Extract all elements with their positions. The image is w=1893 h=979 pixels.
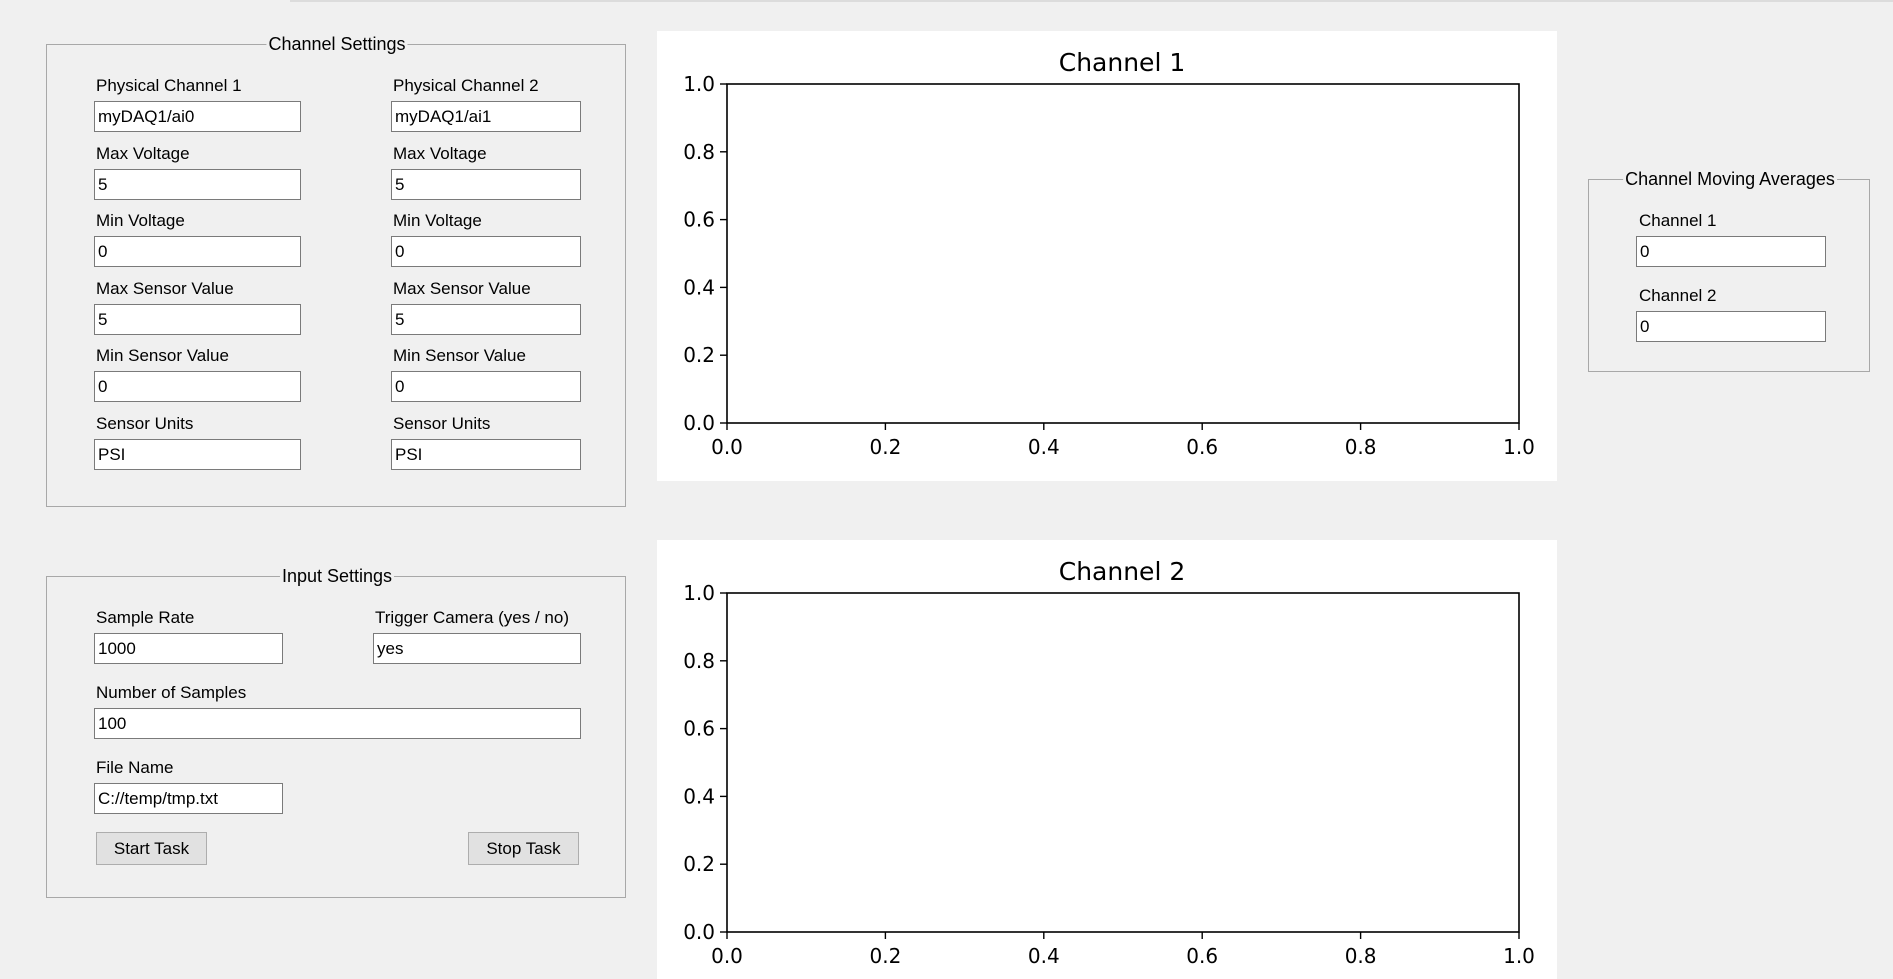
- y-tick-label: 0.2: [683, 343, 715, 367]
- y-tick-label: 0.6: [683, 208, 715, 232]
- y-tick-label: 0.6: [683, 717, 715, 741]
- x-tick-label: 0.4: [1028, 435, 1060, 459]
- max-sensor-2-input[interactable]: 5: [391, 304, 581, 335]
- x-tick-label: 0.6: [1186, 944, 1218, 968]
- min-voltage-2-label: Min Voltage: [393, 211, 482, 230]
- start-task-button[interactable]: Start Task: [96, 832, 207, 865]
- y-tick-label: 0.8: [683, 140, 715, 164]
- min-voltage-1-input[interactable]: 0: [94, 236, 301, 267]
- x-tick-label: 0.8: [1345, 435, 1377, 459]
- moving-averages-title: Channel Moving Averages: [1623, 169, 1837, 189]
- channel-2-plot: Channel 2 0.0 0.2 0.4 0.6 0.8 1.0 0.0 0.2 0.4 0.6…: [657, 540, 1557, 979]
- x-tick-label: 0.0: [711, 435, 743, 459]
- x-tick-label: 0.2: [869, 944, 901, 968]
- channel-1-plot: Channel 1 0.0 0.2 0.4 0.6 0.8 1.0 0.0 0.2 0.4 0.6…: [657, 31, 1557, 481]
- y-tick-label: 1.0: [683, 581, 715, 605]
- min-voltage-2-input[interactable]: 0: [391, 236, 581, 267]
- max-voltage-2-input[interactable]: 5: [391, 169, 581, 200]
- channel-settings-title: Channel Settings: [266, 34, 408, 54]
- trigger-camera-input[interactable]: yes: [373, 633, 581, 664]
- max-voltage-1-input[interactable]: 5: [94, 169, 301, 200]
- moving-averages-group: Channel Moving Averages Channel 1 0 Chan…: [1588, 169, 1870, 372]
- x-tick-label: 0.8: [1345, 944, 1377, 968]
- number-of-samples-label: Number of Samples: [96, 683, 247, 702]
- number-of-samples-input[interactable]: 100: [94, 708, 581, 739]
- physical-channel-2-input[interactable]: myDAQ1/ai1: [391, 101, 581, 132]
- max-sensor-2-label: Max Sensor Value: [393, 279, 531, 298]
- channel-2-chart: Channel 2 0.0 0.2 0.4 0.6 0.8 1.0 0.0 0.2 0.4 0.6…: [683, 557, 1535, 968]
- max-voltage-1-label: Max Voltage: [96, 144, 190, 163]
- moving-average-2-label: Channel 2: [1639, 286, 1717, 305]
- y-tick-label: 0.2: [683, 852, 715, 876]
- physical-channel-2-label: Physical Channel 2: [393, 76, 539, 95]
- file-name-label: File Name: [96, 758, 174, 777]
- sensor-units-1-input[interactable]: PSI: [94, 439, 301, 470]
- window-top-border: [290, 0, 1893, 2]
- x-tick-label: 0.2: [869, 435, 901, 459]
- max-sensor-1-label: Max Sensor Value: [96, 279, 234, 298]
- sensor-units-1-label: Sensor Units: [96, 414, 194, 433]
- y-tick-label: 1.0: [683, 72, 715, 96]
- moving-average-1-label: Channel 1: [1639, 211, 1717, 230]
- sensor-units-2-label: Sensor Units: [393, 414, 491, 433]
- x-tick-label: 0.0: [711, 944, 743, 968]
- min-sensor-2-input[interactable]: 0: [391, 371, 581, 402]
- plot-area-frame: [726, 592, 1520, 933]
- physical-channel-1-input[interactable]: myDAQ1/ai0: [94, 101, 301, 132]
- channel-1-chart: Channel 1 0.0 0.2 0.4 0.6 0.8 1.0 0.0 0.2 0.4 0.6…: [683, 48, 1535, 459]
- min-voltage-1-label: Min Voltage: [96, 211, 185, 230]
- x-tick-label: 0.6: [1186, 435, 1218, 459]
- file-name-input[interactable]: C://temp/tmp.txt: [94, 783, 283, 814]
- moving-average-1-input[interactable]: 0: [1636, 236, 1826, 267]
- x-tick-label: 0.4: [1028, 944, 1060, 968]
- plot-area-frame: [726, 83, 1520, 424]
- trigger-camera-label: Trigger Camera (yes / no): [375, 608, 569, 627]
- max-sensor-1-input[interactable]: 5: [94, 304, 301, 335]
- y-tick-label: 0.4: [683, 784, 715, 808]
- x-tick-label: 1.0: [1503, 944, 1535, 968]
- min-sensor-1-label: Min Sensor Value: [96, 346, 229, 365]
- min-sensor-1-input[interactable]: 0: [94, 371, 301, 402]
- min-sensor-2-label: Min Sensor Value: [393, 346, 526, 365]
- max-voltage-2-label: Max Voltage: [393, 144, 487, 163]
- chart-title: Channel 2: [1059, 557, 1186, 586]
- moving-average-2-input[interactable]: 0: [1636, 311, 1826, 342]
- stop-task-button[interactable]: Stop Task: [468, 832, 579, 865]
- chart-title: Channel 1: [1059, 48, 1186, 77]
- y-tick-label: 0.0: [683, 411, 715, 435]
- sample-rate-label: Sample Rate: [96, 608, 195, 627]
- y-tick-label: 0.4: [683, 275, 715, 299]
- physical-channel-1-label: Physical Channel 1: [96, 76, 242, 95]
- sample-rate-input[interactable]: 1000: [94, 633, 283, 664]
- channel-settings-group: Channel Settings Physical Channel 1 myDA…: [46, 34, 626, 507]
- y-tick-label: 0.0: [683, 920, 715, 944]
- y-tick-label: 0.8: [683, 649, 715, 673]
- x-tick-label: 1.0: [1503, 435, 1535, 459]
- input-settings-group: Input Settings Sample Rate 1000 Trigger …: [46, 566, 626, 898]
- input-settings-title: Input Settings: [279, 566, 395, 586]
- sensor-units-2-input[interactable]: PSI: [391, 439, 581, 470]
